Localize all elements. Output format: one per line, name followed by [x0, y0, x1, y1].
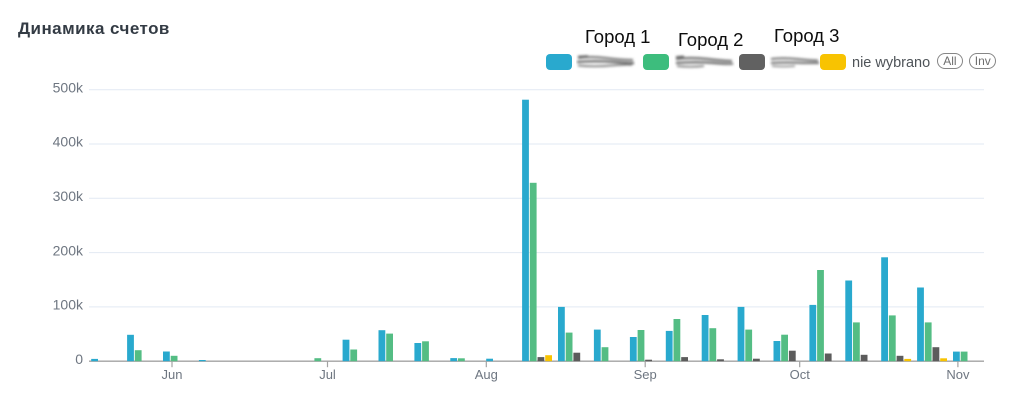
svg-text:Nov: Nov: [946, 367, 970, 382]
svg-text:300k: 300k: [53, 188, 84, 204]
svg-text:200k: 200k: [53, 242, 84, 258]
svg-text:Jun: Jun: [162, 367, 183, 382]
svg-text:Sep: Sep: [634, 367, 657, 382]
svg-text:500k: 500k: [53, 79, 84, 95]
svg-text:Oct: Oct: [790, 367, 811, 382]
svg-text:Jul: Jul: [319, 367, 336, 382]
svg-text:Aug: Aug: [475, 367, 498, 382]
svg-text:0: 0: [75, 351, 83, 367]
svg-text:400k: 400k: [53, 134, 84, 150]
svg-text:100k: 100k: [53, 297, 84, 313]
